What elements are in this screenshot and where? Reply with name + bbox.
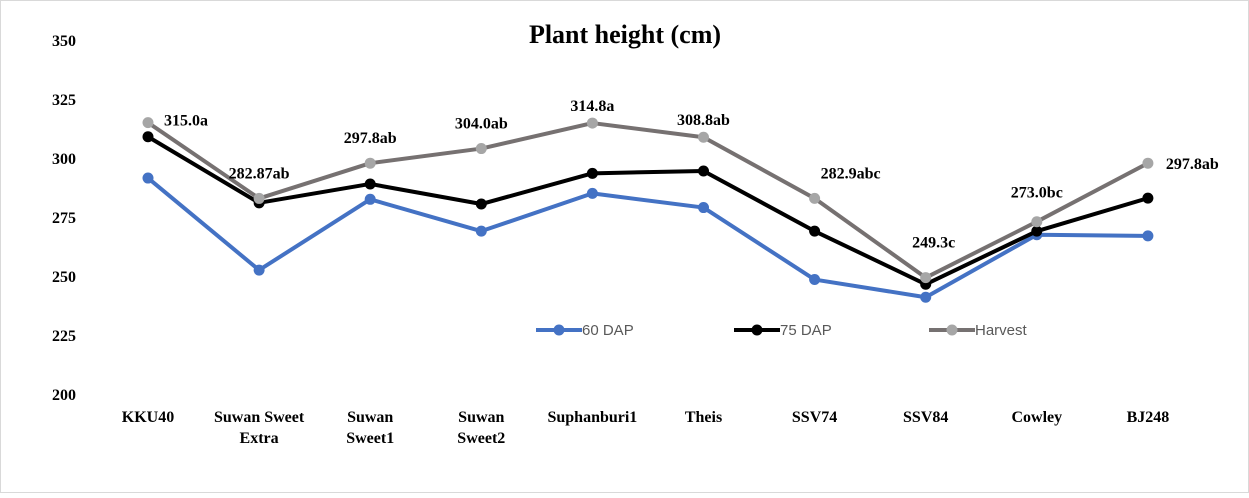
series-2-point	[364, 157, 376, 169]
data-label: 282.9abc	[821, 165, 881, 182]
series-1-point	[364, 178, 376, 190]
legend-entry-label: 75 DAP	[780, 322, 832, 339]
series-line-0	[146, 176, 1150, 300]
x-tick-label: Suphanburi1	[547, 409, 637, 426]
series-1-point	[142, 131, 154, 143]
y-tick-label: 275	[52, 210, 76, 227]
x-tick-label: Theis	[685, 409, 722, 426]
data-label: 315.0a	[164, 113, 208, 130]
series-0-point	[364, 193, 376, 205]
series-2-point	[142, 117, 154, 129]
series-2-point	[586, 117, 598, 129]
series-2-point	[920, 272, 932, 284]
data-label: 249.3c	[912, 235, 955, 252]
legend-swatch-marker	[751, 324, 763, 336]
legend: 60 DAP 75 DAP Harvest	[536, 322, 1028, 339]
series-line-2	[146, 120, 1150, 280]
series-0-point	[142, 172, 154, 184]
y-axis-ticks: 200 225 250 275 300 325 350	[52, 33, 76, 404]
data-label: 314.8a	[570, 98, 614, 115]
legend-swatch-marker	[553, 324, 565, 336]
series-0-point	[586, 187, 598, 199]
x-tick-label: Suwan	[458, 409, 504, 426]
series-0-point	[809, 274, 821, 286]
series-0-point	[475, 225, 487, 237]
series-1-point	[1142, 192, 1154, 204]
series-1-point	[586, 167, 598, 179]
series-1-point	[698, 165, 709, 177]
legend-entry-label: 60 DAP	[582, 322, 634, 339]
data-label: 297.8ab	[1166, 156, 1219, 173]
y-tick-label: 350	[52, 33, 76, 50]
chart-title: Plant height (cm)	[529, 20, 721, 49]
x-tick-label: KKU40	[122, 409, 174, 426]
x-tick-label: SSV74	[792, 409, 837, 426]
legend-entry-label: Harvest	[975, 322, 1028, 339]
data-labels: 315.0a 282.87ab 297.8ab 304.0ab 314.8a 308.8a…	[164, 98, 1219, 252]
series-1-point	[1031, 225, 1043, 237]
series-0-point	[1142, 230, 1154, 242]
data-label: 282.87ab	[229, 165, 290, 182]
series-2-point	[809, 192, 821, 204]
x-tick-label: BJ248	[1127, 409, 1170, 426]
data-label: 308.8ab	[677, 112, 730, 129]
series-2-point	[475, 143, 487, 155]
x-tick-label: Sweet1	[346, 430, 394, 447]
x-tick-label: Cowley	[1011, 409, 1062, 426]
series-1-point	[475, 198, 487, 210]
x-axis-ticks: KKU40 Suwan Sweet Extra Suwan Sweet1 Suwan Swe…	[122, 409, 1169, 447]
series-2-point	[1142, 157, 1154, 169]
series-0-point	[920, 291, 932, 303]
x-tick-label: Extra	[240, 430, 279, 447]
series-line-1	[146, 134, 1150, 287]
data-label: 304.0ab	[455, 116, 508, 133]
series-0-point	[253, 264, 265, 276]
data-label: 297.8ab	[344, 130, 397, 147]
series-2-point	[1031, 216, 1043, 228]
y-tick-label: 325	[52, 92, 76, 109]
x-tick-label: Suwan Sweet	[214, 409, 305, 426]
series-2-point	[253, 192, 265, 204]
x-tick-label: SSV84	[903, 409, 948, 426]
data-label: 273.0bc	[1011, 185, 1063, 202]
y-tick-label: 250	[52, 269, 76, 286]
y-tick-label: 300	[52, 151, 76, 168]
series-0-point	[698, 202, 709, 214]
legend-swatch-marker	[946, 324, 958, 336]
x-tick-label: Sweet2	[457, 430, 505, 447]
series-layer	[142, 117, 1154, 303]
y-tick-label: 225	[52, 328, 76, 345]
y-tick-label: 200	[52, 387, 76, 404]
series-1-point	[809, 225, 821, 237]
x-tick-label: Suwan	[347, 409, 393, 426]
series-2-point	[698, 131, 709, 143]
